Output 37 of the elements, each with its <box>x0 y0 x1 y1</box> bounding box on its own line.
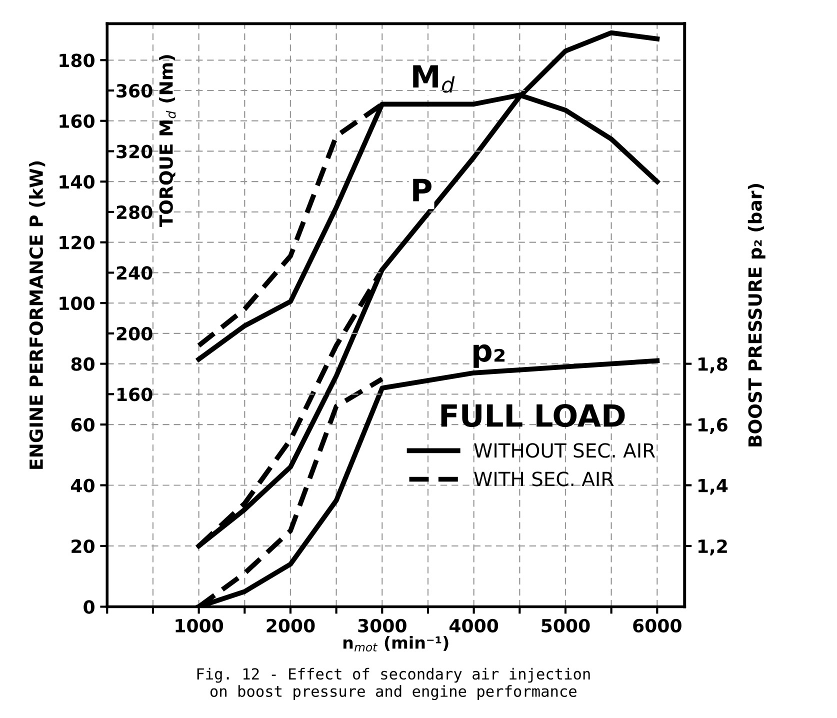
y2-tick-label: 1,4 <box>698 478 728 495</box>
annotation: P <box>413 178 432 202</box>
caption: Fig. 12 - Effect of secondary air injection on boost pressure and engine performance <box>197 668 590 700</box>
y3-tick-label: 160 <box>118 388 152 402</box>
y-axis-title: ENGINE PERFORMANCE P (kW) <box>29 161 46 469</box>
y-tick-label: 180 <box>60 54 94 68</box>
y-tick-label: 40 <box>71 478 94 492</box>
y2-tick-label: 1,2 <box>698 539 727 556</box>
y-tick-label: 80 <box>71 357 94 371</box>
y3-tick-label: 320 <box>116 144 152 158</box>
y2-tick-label: 1,6 <box>698 418 728 434</box>
x-tick-label: 4000 <box>450 618 498 632</box>
y3-tick-label: 280 <box>116 205 152 220</box>
y3-axis-title: TORQUE M$_{d}$ (Nm) <box>158 55 176 228</box>
legend-label: WITHOUT SEC. AIR <box>474 443 656 458</box>
y3-tick-label: 200 <box>116 326 152 341</box>
legend-title: FULL LOAD <box>441 404 625 428</box>
x-axis-title: n$_{mot}$ (min⁻¹) <box>343 636 448 652</box>
y-tick-label: 140 <box>60 175 94 189</box>
y-tick-label: 0 <box>84 600 94 614</box>
y-tick-label: 60 <box>71 418 94 432</box>
x-tick-label: 5000 <box>542 618 590 632</box>
y-tick-label: 160 <box>60 114 94 128</box>
y-tick-label: 120 <box>60 236 94 250</box>
y2-axis-title: BOOST PRESSURE p₂ (bar) <box>748 184 766 446</box>
x-tick-label: 3000 <box>358 618 406 632</box>
annotation: M$_{d}$ <box>413 65 455 93</box>
legend-label: WITH SEC. AIR <box>474 472 614 486</box>
x-tick-label: 1000 <box>176 618 224 632</box>
y2-tick-label: 1,8 <box>698 357 728 374</box>
y-tick-label: 100 <box>60 296 94 310</box>
x-tick-label: 2000 <box>266 618 315 632</box>
y-tick-label: 20 <box>72 539 94 554</box>
x-tick-label: 6000 <box>633 618 682 632</box>
y3-tick-label: 360 <box>116 84 152 98</box>
annotation: p₂ <box>474 344 505 368</box>
y3-tick-label: 240 <box>116 266 152 280</box>
